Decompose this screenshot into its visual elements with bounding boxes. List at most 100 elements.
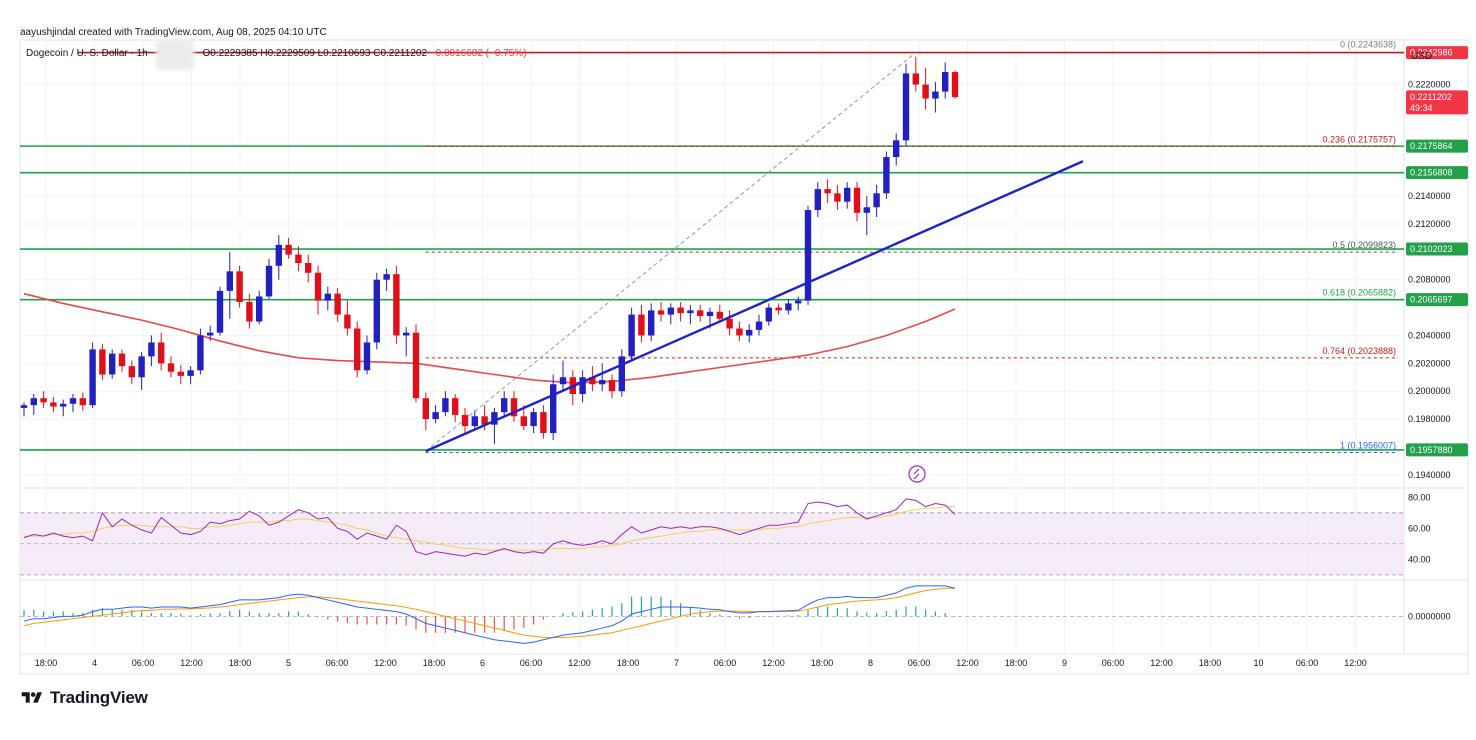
candle-down <box>716 311 723 319</box>
candle-down <box>922 84 929 99</box>
macd-histogram-bar <box>376 616 378 625</box>
candle-up <box>863 207 870 213</box>
symbol-name[interactable]: Dogecoin / U. S. Dollar · 1h <box>26 48 148 59</box>
time-tick-label: 18:00 <box>35 658 58 668</box>
trendline[interactable] <box>425 160 1084 453</box>
candle-up <box>138 356 145 378</box>
macd-histogram-bar <box>444 616 446 633</box>
candle-up <box>373 279 380 343</box>
candle-up <box>207 332 214 336</box>
macd-histogram-bar <box>640 596 642 617</box>
fib-diagonal <box>425 52 917 452</box>
macd-histogram-bar <box>846 608 848 617</box>
time-tick-label: 12:00 <box>1344 658 1367 668</box>
candle-up <box>60 403 67 407</box>
candle-down <box>510 398 518 417</box>
macd-histogram-bar <box>209 613 211 617</box>
price-label-bg <box>1406 443 1468 457</box>
currency-label: USD <box>1411 51 1433 62</box>
macd-histogram-bar <box>258 613 260 617</box>
macd-histogram-bar <box>729 616 731 618</box>
tradingview-brand[interactable]: TradingView <box>20 688 148 708</box>
macd-histogram-bar <box>895 609 897 617</box>
candle-up <box>530 412 537 427</box>
candle-down <box>393 274 400 336</box>
price-tick-label: 0.2220000 <box>1408 80 1451 90</box>
ohlc-open: O0.2229385 <box>202 48 258 59</box>
time-tick-label: 9 <box>1062 658 1067 668</box>
price-tick-label: 0.2020000 <box>1408 358 1451 368</box>
time-tick-label: 5 <box>286 658 291 668</box>
macd-histogram-bar <box>758 616 760 617</box>
candle-down <box>334 293 341 315</box>
candle-up <box>902 73 910 141</box>
fibonacci-retracement[interactable]: 0 (0.2243638) 0.236 (0.2175757) 0.5 (0.209… <box>425 40 1398 454</box>
time-tick-label: 06:00 <box>520 658 543 668</box>
macd-histogram-bar <box>150 613 152 617</box>
tradingview-logo-icon <box>21 692 42 703</box>
macd-histogram-bar <box>170 613 172 617</box>
macd-histogram-bar <box>484 616 486 633</box>
macd-histogram-bar <box>43 611 45 617</box>
macd-histogram-bar <box>719 614 721 617</box>
time-tick-label: 12:00 <box>956 658 979 668</box>
macd-histogram-bar <box>523 616 525 628</box>
candle-down <box>677 307 684 314</box>
candle-down <box>158 342 165 364</box>
candle-down <box>461 414 469 427</box>
candle-up <box>383 274 390 280</box>
price-label: 0.2211202 <box>1410 92 1452 102</box>
macd-histogram-bar <box>542 616 544 620</box>
macd-histogram-bar <box>631 596 633 617</box>
candle-down <box>834 193 841 202</box>
replay-marker-glyph <box>913 468 920 480</box>
macd-histogram-bar <box>288 611 290 617</box>
price-label-bg <box>1406 242 1468 256</box>
rsi-pane[interactable] <box>20 498 1404 576</box>
rsi-ma-line <box>24 506 955 551</box>
macd-tick-label: 0.0000000 <box>1408 611 1451 621</box>
macd-histogram-bar <box>689 607 691 617</box>
time-tick-label: 10 <box>1253 658 1263 668</box>
time-tick-label: 7 <box>674 658 679 668</box>
candles[interactable] <box>20 56 959 445</box>
candle-down <box>608 380 616 392</box>
candle-up <box>942 72 949 92</box>
candle-up <box>667 307 674 315</box>
symbol-blur-mask <box>155 40 194 70</box>
candle-down <box>520 416 527 427</box>
macd-histogram-bar <box>92 609 94 617</box>
macd-histogram-bar <box>405 616 407 626</box>
candle-up <box>275 244 282 266</box>
candle-up <box>599 380 606 385</box>
macd-histogram-bar <box>591 609 593 617</box>
macd-histogram-bar <box>33 609 35 617</box>
time-tick-label: 18:00 <box>423 658 446 668</box>
misc <box>908 465 926 483</box>
ohlc-change: −0.0016682 (−0.75%) <box>429 48 527 59</box>
macd-histogram-bar <box>101 608 103 617</box>
candle-up <box>69 398 77 404</box>
macd-histogram-bar <box>572 612 574 617</box>
macd-histogram-bar <box>954 616 956 617</box>
macd-histogram-bar <box>866 612 868 617</box>
macd-histogram-bar <box>425 616 427 633</box>
ohlc-high: H0.2229509 <box>260 48 315 59</box>
time-tick-label: 12:00 <box>762 658 785 668</box>
macd-pane[interactable] <box>20 585 1404 644</box>
symbol-legend[interactable]: Dogecoin / U. S. Dollar · 1h O0.2229385 … <box>26 40 527 70</box>
macd-histogram-bar <box>885 611 887 617</box>
macd-histogram-bar <box>464 616 466 633</box>
macd-histogram-bar <box>278 613 280 617</box>
time-tick-label: 06:00 <box>132 658 155 668</box>
time-axis[interactable]: 18:00 4 06:00 12:00 18:00 5 06:00 12:00 18:00 6 06… <box>35 658 1367 668</box>
rsi-tick-label: 80.00 <box>1408 492 1431 502</box>
price-label: 0.2065697 <box>1410 295 1453 305</box>
candle-up <box>226 271 233 291</box>
macd-histogram-bar <box>807 609 809 617</box>
price-axis[interactable]: 0.2220000 0.2140000 0.2120000 0.2080000 0.20… <box>1408 80 1451 622</box>
fib-level-label: 0.618 (0.2065882) <box>1322 287 1396 297</box>
macd-signal-line <box>23 587 955 638</box>
